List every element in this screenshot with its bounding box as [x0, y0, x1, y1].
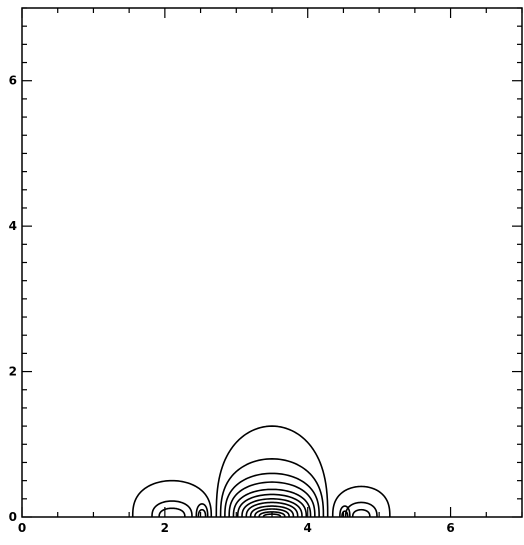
- left-core-contour: [197, 508, 207, 517]
- center-lobe-contour: [215, 425, 329, 518]
- center-lobe-contour: [254, 508, 290, 518]
- contour-lines: [131, 425, 391, 518]
- y-tick-label: 6: [9, 74, 17, 88]
- tick-labels: 0 2 4 6 0 2 4 6: [9, 74, 455, 535]
- axis-ticks: [21, 7, 523, 518]
- center-lobe-contour: [219, 458, 325, 518]
- x-tick-label: 2: [161, 521, 169, 535]
- x-tick-label: 0: [18, 521, 26, 535]
- center-lobe-contour: [249, 505, 295, 518]
- x-tick-label: 4: [304, 521, 312, 535]
- y-tick-label: 2: [9, 365, 17, 379]
- center-lobe-contour: [241, 498, 303, 518]
- center-lobe-contour: [228, 481, 316, 518]
- left-lobe-contour: [151, 500, 193, 518]
- right-core-contour: [341, 510, 349, 518]
- left-lobe-contour: [131, 479, 213, 518]
- plot-frame: [21, 7, 523, 518]
- center-lobe-contour: [232, 488, 312, 518]
- y-tick-label: 4: [9, 219, 17, 233]
- center-lobe-contour: [245, 501, 299, 518]
- left-core-contour: [195, 503, 209, 517]
- right-lobe-contour: [351, 508, 371, 518]
- x-tick-label: 6: [446, 521, 454, 535]
- center-lobe-contour: [236, 493, 308, 518]
- center-lobe-contour: [258, 511, 286, 518]
- left-lobe-contour: [158, 507, 186, 518]
- right-lobe-contour: [331, 485, 391, 518]
- right-core-contour: [339, 505, 351, 518]
- y-tick-label: 0: [9, 510, 17, 524]
- center-lobe-contour: [224, 472, 320, 518]
